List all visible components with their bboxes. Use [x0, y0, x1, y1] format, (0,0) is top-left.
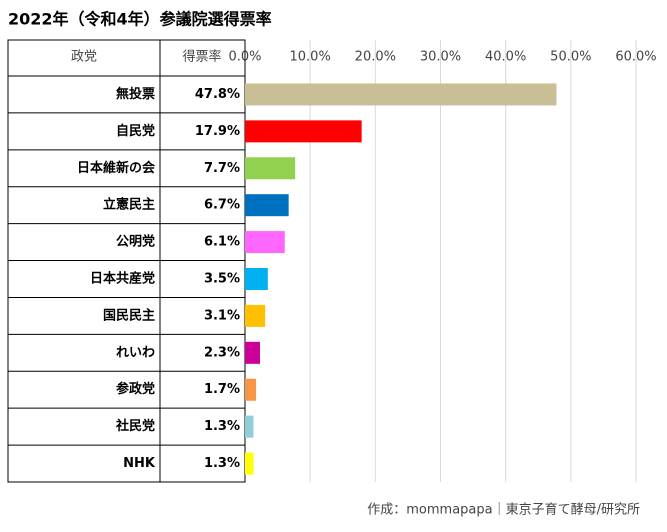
category-label: 参政党 [116, 381, 155, 397]
category-label: 日本共産党 [90, 271, 155, 287]
x-tick-label: 20.0% [355, 50, 396, 65]
bar [245, 378, 257, 401]
value-label: 47.8% [195, 87, 240, 102]
bar [245, 304, 266, 327]
category-label: 無投票 [116, 86, 155, 102]
column-header: 得票率 [182, 49, 221, 65]
bar [245, 415, 254, 438]
bar [245, 268, 268, 290]
chart-title: 2022年（令和4年）参議院選得票率 [8, 10, 272, 29]
column-header: 政党 [71, 50, 97, 65]
category-label: 立憲民主 [103, 197, 155, 213]
value-label: 17.9% [195, 124, 240, 139]
bar [245, 452, 254, 475]
bar [245, 120, 362, 143]
value-label: 6.1% [204, 235, 240, 250]
value-label: 3.5% [204, 272, 240, 287]
category-label: れいわ [116, 345, 155, 360]
bar [245, 194, 289, 217]
category-label: 日本維新の会 [77, 160, 156, 176]
category-label: 自民党 [116, 123, 155, 139]
value-label: 1.3% [204, 456, 240, 471]
x-tick-label: 60.0% [615, 50, 656, 65]
x-tick-label: 30.0% [420, 50, 461, 65]
value-label: 1.3% [204, 419, 240, 434]
bar [245, 341, 260, 364]
x-tick-label: 50.0% [550, 50, 591, 65]
category-label: NHK [123, 456, 156, 471]
value-label: 6.7% [204, 198, 240, 213]
x-tick-label: 40.0% [485, 50, 526, 65]
value-label: 7.7% [204, 161, 240, 176]
value-label: 1.7% [204, 382, 240, 397]
value-label: 2.3% [204, 345, 240, 360]
bar [245, 231, 285, 254]
value-label: 3.1% [204, 308, 240, 323]
category-label: 国民民主 [103, 307, 155, 323]
source: 作成：mommapapa｜東京子育て酵母/研究所 [367, 502, 640, 518]
bar [245, 83, 557, 106]
category-label: 公明党 [116, 234, 155, 250]
bar [245, 157, 296, 180]
category-label: 社民党 [115, 418, 155, 434]
x-tick-label: 10.0% [290, 50, 331, 65]
